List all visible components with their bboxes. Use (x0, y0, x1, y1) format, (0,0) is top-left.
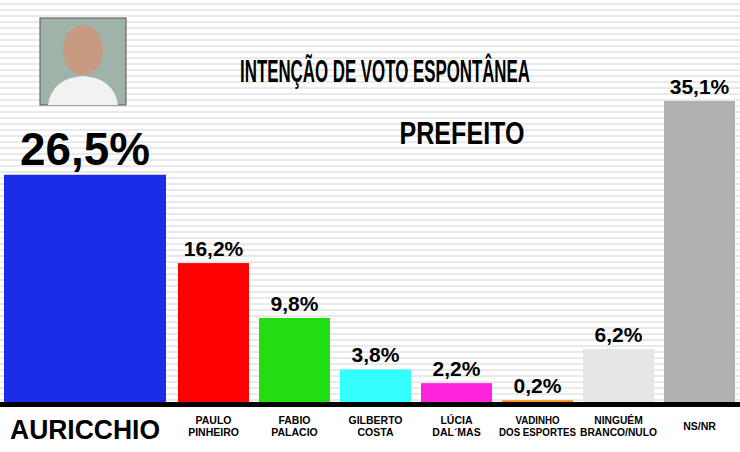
category-label: FABIOPALACIO (271, 414, 317, 438)
background-stripe (0, 10, 740, 11)
bars (4, 101, 735, 402)
category-label: GILBERTOCOSTA (348, 414, 402, 438)
category-label-line: PAULO (196, 414, 232, 426)
category-label-line: DAL´MAS (432, 426, 480, 438)
bar (178, 263, 249, 402)
category-label-line: NS/NR (683, 420, 716, 432)
background-stripe (0, 16, 740, 17)
data-label: 9,8% (271, 292, 319, 315)
data-labels: 26,5% 16,2% 9,8% 3,8% 2,2% 0,2% 6,2% 35,1% (20, 75, 730, 397)
candidate-photo (40, 18, 126, 105)
category-label-line: GILBERTO (348, 414, 402, 426)
category-label-line: FABIO (278, 414, 310, 426)
background (0, 0, 740, 452)
category-label: AURICCHIO (10, 413, 160, 445)
bar (4, 175, 166, 402)
category-label: LÚCIADAL´MAS (432, 414, 480, 438)
category-labels: AURICCHIO PAULOPINHEIRO FABIOPALACIO GILBER… (10, 413, 716, 445)
category-label-line: LÚCIA (440, 414, 472, 426)
category-label: NS/NR (683, 420, 716, 432)
background-stripe (0, 112, 740, 113)
bar (340, 369, 411, 402)
category-label: NINGUÉMBRANCO/NULO (580, 414, 657, 438)
category-label-line: BRANCO/NULO (580, 427, 657, 438)
category-label-line: DOS ESPORTES (499, 427, 576, 438)
bar (583, 349, 654, 402)
bar (664, 101, 735, 402)
data-label: 3,8% (352, 343, 400, 366)
bar (259, 318, 330, 402)
photo-head (63, 25, 103, 75)
subtitle: PREFEITO (400, 115, 525, 151)
bar (502, 400, 573, 402)
category-label-line: VADINHO (515, 415, 559, 426)
chart: INTENÇÃO DE VOTO ESPONTÂNEAPREFEITO26,5%… (0, 0, 740, 452)
background-stripe (0, 4, 740, 5)
category-label: VADINHODOS ESPORTES (499, 415, 576, 438)
data-label: 35,1% (670, 75, 730, 98)
bar (421, 383, 492, 402)
category-label-line: NINGUÉM (594, 414, 642, 426)
photo-shirt (48, 76, 118, 105)
data-label: 2,2% (433, 357, 481, 380)
title: INTENÇÃO DE VOTO ESPONTÂNEA (240, 52, 530, 88)
data-label: 26,5% (20, 123, 150, 175)
category-label-line: COSTA (358, 426, 394, 438)
category-label-line: PINHEIRO (188, 426, 239, 438)
background-stripe (0, 118, 740, 119)
data-label: 6,2% (595, 323, 643, 346)
category-label: PAULOPINHEIRO (188, 414, 239, 438)
data-label: 16,2% (184, 237, 244, 260)
background-stripe (0, 106, 740, 107)
baseline (0, 402, 740, 407)
data-label: 0,2% (514, 374, 562, 397)
category-label-line: PALACIO (271, 426, 317, 438)
photo-frame (40, 18, 126, 105)
